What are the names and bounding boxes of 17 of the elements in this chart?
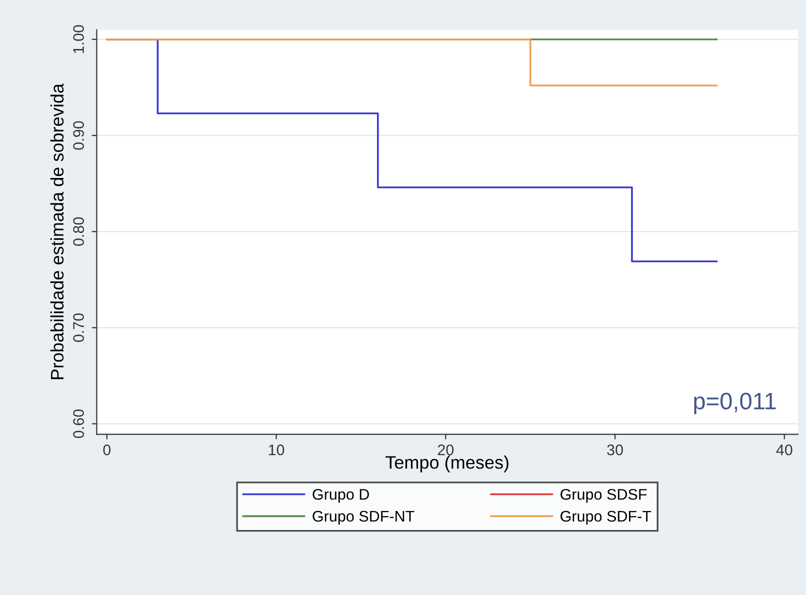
x-tick-label: 10 [268,444,284,456]
x-tick-label: 20 [438,444,454,456]
x-tick-label: 0 [103,444,111,456]
y-tick-label: 0.80 [73,217,84,246]
legend-label: Grupo SDSF [560,488,647,503]
legend-label: Grupo SDF-NT [312,510,414,525]
y-tick-label: 0.60 [73,410,84,438]
y-tick-label: 1.00 [73,25,84,54]
y-tick-label: 0.70 [73,313,84,342]
legend-label: Grupo SDF-T [560,510,652,525]
y-axis-title: Probabilidade estimada de sobrevida [50,83,64,380]
x-tick-label: 40 [776,444,792,456]
x-tick-label: 30 [607,444,623,456]
annotation: p=0,011 [694,392,776,414]
legend-label: Grupo D [312,488,369,503]
x-axis-title: Tempo (meses) [386,456,508,472]
y-tick-label: 0.90 [73,121,84,150]
